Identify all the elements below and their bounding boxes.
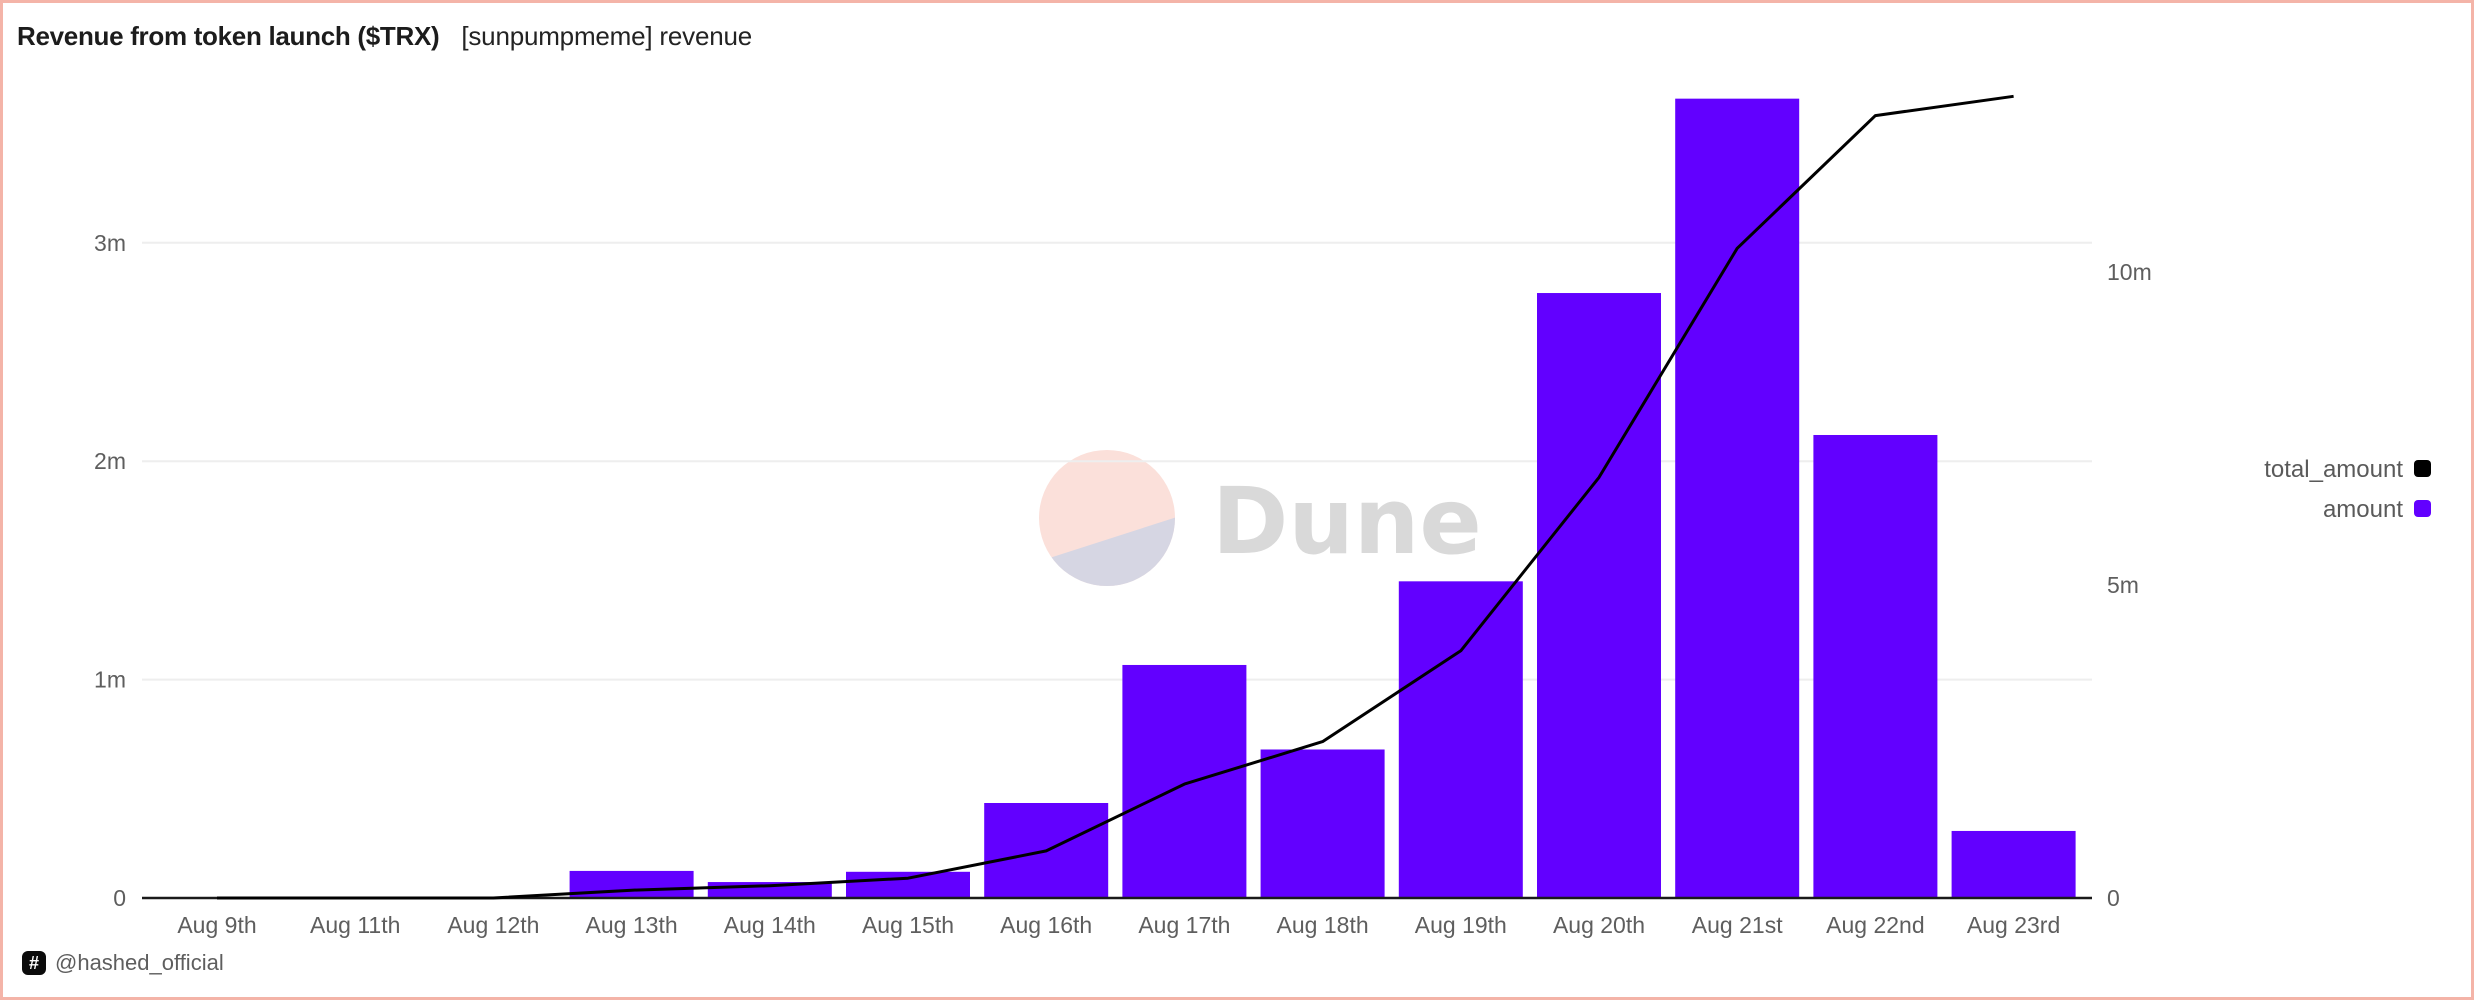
total-amount-polyline[interactable] <box>217 94 2014 900</box>
dune-watermark: Dune <box>1039 450 1482 586</box>
left-tick-label: 2m <box>94 448 126 474</box>
left-y-axis: 0 1m 2m 3m <box>94 230 126 911</box>
bar-aug-19th[interactable] <box>1398 581 1523 898</box>
legend-item-total-amount[interactable]: total_amount <box>2264 456 2431 483</box>
x-tick-label: Aug 22nd <box>1826 912 1924 938</box>
legend-label: total_amount <box>2264 456 2403 483</box>
x-tick-label: Aug 21st <box>1692 912 1783 938</box>
hashed-logo-icon: # <box>22 951 46 975</box>
total-amount-line <box>217 94 2014 900</box>
bar-aug-17th[interactable] <box>1122 664 1247 898</box>
right-tick-label: 0 <box>2107 885 2120 911</box>
amount-bars <box>569 98 2076 899</box>
legend-swatch-icon <box>2414 500 2431 517</box>
x-tick-label: Aug 20th <box>1553 912 1645 938</box>
legend-swatch-icon <box>2414 460 2431 477</box>
x-tick-label: Aug 23rd <box>1967 912 2060 938</box>
gridlines <box>142 241 2092 681</box>
x-axis: Aug 9th Aug 11th Aug 12th Aug 13th Aug 14th A… <box>177 912 2060 938</box>
chart-title: Revenue from token launch ($TRX) <box>17 20 440 51</box>
x-tick-label: Aug 14th <box>724 912 816 938</box>
attribution: # @hashed_official <box>22 950 224 976</box>
right-y-axis: 0 5m 10m <box>2107 259 2152 911</box>
right-tick-label: 10m <box>2107 259 2152 285</box>
bar-aug-18th[interactable] <box>1260 749 1385 898</box>
attribution-handle[interactable]: @hashed_official <box>55 950 224 975</box>
x-tick-label: Aug 9th <box>177 912 256 938</box>
x-tick-label: Aug 16th <box>1000 912 1092 938</box>
chart-subtitle: [sunpumpmeme] revenue <box>461 20 752 51</box>
left-tick-label: 3m <box>94 230 126 256</box>
left-tick-label: 0 <box>113 885 126 911</box>
x-tick-label: Aug 13th <box>586 912 678 938</box>
x-tick-label: Aug 11th <box>310 912 400 938</box>
legend-label: amount <box>2323 496 2403 523</box>
x-tick-label: Aug 12th <box>447 912 539 938</box>
bar-aug-23rd[interactable] <box>1951 830 2076 898</box>
bar-aug-15th[interactable] <box>846 871 970 898</box>
legend-item-amount[interactable]: amount <box>2323 496 2431 523</box>
chart-header: Revenue from token launch ($TRX) [sunpum… <box>17 18 752 54</box>
left-tick-label: 1m <box>94 667 126 693</box>
x-tick-label: Aug 17th <box>1138 912 1230 938</box>
right-tick-label: 5m <box>2107 572 2139 598</box>
bar-aug-20th[interactable] <box>1537 293 1661 899</box>
x-tick-label: Aug 15th <box>862 912 954 938</box>
dune-logo-icon <box>1039 450 1175 586</box>
x-tick-label: Aug 18th <box>1277 912 1369 938</box>
bar-aug-21st[interactable] <box>1675 98 1800 898</box>
dune-wordmark: Dune <box>1212 468 1482 575</box>
x-tick-label: Aug 19th <box>1415 912 1507 938</box>
bar-aug-22nd[interactable] <box>1813 434 1938 898</box>
